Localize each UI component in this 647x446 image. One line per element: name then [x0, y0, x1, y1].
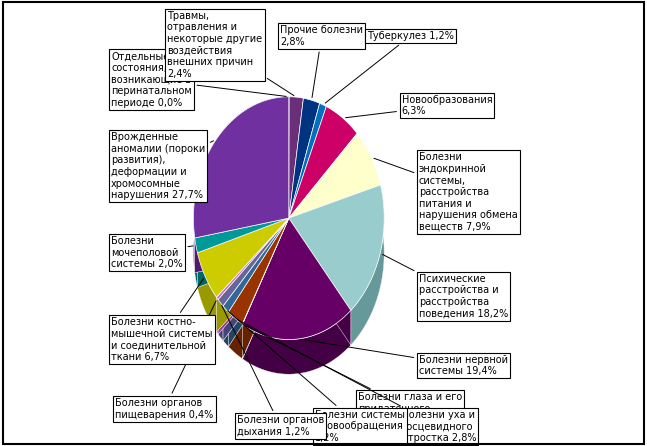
Polygon shape [193, 97, 289, 238]
Polygon shape [289, 103, 326, 218]
Text: Психические
расстройства и
расстройства
поведения 18,2%: Психические расстройства и расстройства … [382, 255, 508, 318]
Text: Отдельные
состояния,
возникающие в
перинатальном
периоде 0,0%: Отдельные состояния, возникающие в перин… [111, 51, 286, 107]
Polygon shape [197, 218, 289, 288]
Text: Травмы,
отравления и
некоторые другие
воздействия
внешних причин
2,4%: Травмы, отравления и некоторые другие во… [168, 11, 294, 95]
Polygon shape [223, 218, 289, 341]
Text: Болезни
мочеполовой
системы 2,0%: Болезни мочеполовой системы 2,0% [111, 236, 193, 269]
Polygon shape [289, 218, 351, 345]
Text: Болезни органов
дыхания 1,2%: Болезни органов дыхания 1,2% [222, 306, 324, 437]
Text: Болезни нервной
системы 19,4%: Болезни нервной системы 19,4% [301, 339, 508, 376]
Polygon shape [289, 218, 351, 345]
Text: Болезни уха и
сосцевидного
отростка 2,8%: Болезни уха и сосцевидного отростка 2,8% [237, 320, 476, 443]
Polygon shape [223, 218, 289, 341]
Polygon shape [218, 218, 289, 334]
Polygon shape [228, 218, 289, 347]
Polygon shape [197, 218, 289, 297]
Polygon shape [228, 218, 289, 347]
Text: Болезни костно-
мышечной системы
и соединительной
ткани 6,7%: Болезни костно- мышечной системы и соеди… [111, 279, 213, 362]
Polygon shape [217, 218, 289, 332]
Polygon shape [218, 218, 289, 306]
Polygon shape [351, 185, 384, 345]
Text: Врожденные
аномалии (пороки
развития),
деформации и
хромосомные
нарушения 27,7%: Врожденные аномалии (пороки развития), д… [111, 132, 214, 200]
Polygon shape [217, 218, 289, 299]
Polygon shape [217, 297, 218, 334]
Polygon shape [243, 218, 289, 359]
Text: Болезни
эндокринной
системы,
расстройства
питания и
нарушения обмена
веществ 7,9: Болезни эндокринной системы, расстройств… [374, 153, 518, 232]
Polygon shape [289, 97, 303, 218]
Polygon shape [195, 218, 289, 273]
Polygon shape [218, 299, 223, 341]
Polygon shape [289, 98, 320, 218]
Polygon shape [223, 218, 289, 312]
Polygon shape [197, 253, 217, 332]
Text: Болезни органов
пищеварения 0,4%: Болезни органов пищеварения 0,4% [115, 301, 216, 420]
Polygon shape [195, 238, 197, 288]
Text: Новообразования
6,3%: Новообразования 6,3% [345, 95, 492, 118]
Polygon shape [217, 218, 289, 332]
Text: Туберкулез 1,2%: Туберкулез 1,2% [325, 31, 454, 103]
Polygon shape [289, 185, 384, 310]
Polygon shape [228, 312, 242, 359]
Polygon shape [243, 310, 351, 374]
Polygon shape [195, 218, 289, 273]
Polygon shape [195, 218, 289, 253]
Polygon shape [242, 218, 289, 359]
Polygon shape [197, 218, 289, 288]
Ellipse shape [193, 132, 384, 374]
Polygon shape [228, 218, 289, 324]
Polygon shape [289, 133, 380, 218]
Text: Болезни глаза и его
придаточного
аппарата 0,0%: Болезни глаза и его придаточного аппарат… [245, 326, 463, 425]
Text: Прочие болезни
2,8%: Прочие болезни 2,8% [280, 25, 363, 98]
Polygon shape [223, 306, 228, 347]
Polygon shape [289, 107, 357, 218]
Polygon shape [218, 218, 289, 334]
Text: Болезни системы
кровообращения
1,2%: Болезни системы кровообращения 1,2% [228, 311, 405, 443]
Polygon shape [243, 218, 289, 359]
Polygon shape [242, 218, 289, 324]
Polygon shape [243, 218, 351, 339]
Polygon shape [193, 97, 289, 273]
Polygon shape [242, 218, 289, 359]
